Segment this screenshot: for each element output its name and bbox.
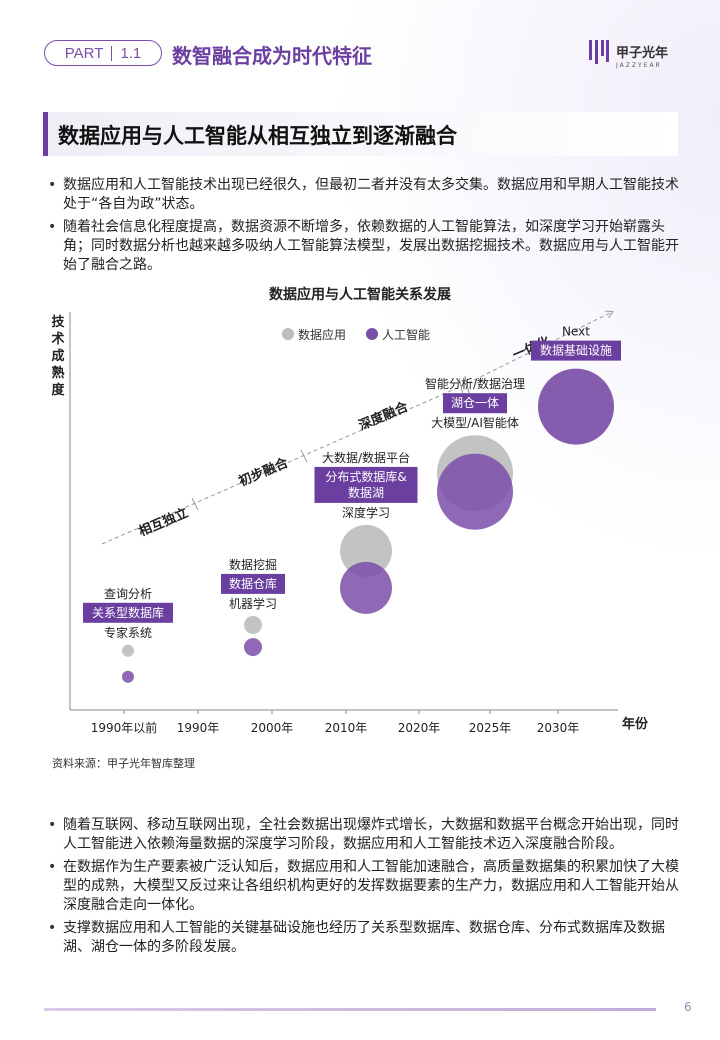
source-note: 资料来源：甲子光年智库整理 — [52, 757, 195, 770]
relationship-chart: 技术成熟度 年份 数据应用 人工智能 相互独立初步融合深度融合一体化 1990年… — [50, 300, 649, 735]
legend-marker-data-app — [282, 328, 294, 340]
section-accent-bar — [43, 112, 48, 156]
x-tick-label: 2000年 — [251, 721, 294, 735]
point-top-label: 查询分析 — [104, 587, 152, 601]
brand-mark-icon — [589, 40, 609, 64]
point-box — [314, 466, 418, 503]
part-number: 1.1 — [120, 44, 142, 62]
footer-divider — [44, 1008, 656, 1011]
point-bottom-label: 大模型/AI智能体 — [431, 415, 519, 430]
point-box-label: 数据湖 — [348, 485, 384, 500]
merged-point — [538, 368, 614, 445]
intro-bullet: 随着社会信息化程度提高，数据资源不断增多，依赖数据的人工智能算法，如深度学习开始… — [48, 218, 688, 275]
x-tick-label: 1990年 — [177, 721, 220, 735]
point-top-label: 数据挖掘 — [229, 557, 277, 572]
point-bottom-label: 深度学习 — [342, 505, 390, 520]
legend-label-ai: 人工智能 — [382, 327, 430, 342]
point-box-label: 数据基础设施 — [540, 343, 612, 358]
x-tick-label: 2025年 — [469, 721, 512, 735]
page-number: 6 — [684, 1000, 692, 1014]
intro-bullet: 数据应用和人工智能技术出现已经很久，但最初二者并没有太多交集。数据应用和早期人工… — [48, 176, 688, 214]
point-bottom-label: 机器学习 — [229, 596, 277, 611]
point-box-label: 湖仓一体 — [451, 395, 499, 410]
point-bottom-label: 专家系统 — [104, 625, 152, 640]
stage-label: 深度融合 — [356, 398, 411, 433]
ai-point — [122, 670, 134, 683]
section-title-box — [48, 112, 678, 156]
outro-bullet: 支撑数据应用和人工智能的关键基础设施也经历了关系型数据库、数据仓库、分布式数据库… — [48, 919, 688, 957]
legend-label-data-app: 数据应用 — [298, 327, 346, 342]
ai-point — [340, 561, 392, 614]
point-box-label: 关系型数据库 — [92, 605, 164, 620]
x-tick-label: 2030年 — [537, 721, 580, 735]
x-tick-label: 1990年以前 — [91, 720, 158, 735]
brand-subtitle: JAZZYEAR — [616, 62, 662, 69]
svg-text:技术成熟度: 技术成熟度 — [50, 314, 65, 398]
point-box-label: 分布式数据库& — [325, 469, 406, 484]
ai-point — [437, 453, 513, 530]
stage-label: 初步融合 — [236, 454, 291, 489]
stage-label: 相互独立 — [136, 505, 190, 540]
x-tick-label: 2010年 — [325, 721, 368, 735]
point-top-label: 智能分析/数据治理 — [425, 376, 525, 391]
brand-logo: 甲子光年 — [588, 38, 668, 64]
point-box — [531, 340, 621, 361]
point-top-label: 大数据/数据平台 — [322, 450, 410, 465]
brand-name: 甲子光年 — [616, 45, 669, 61]
point-box — [443, 393, 507, 414]
x-axis-label: 年份 — [622, 716, 649, 732]
data-app-point — [244, 615, 262, 634]
chart-title: 数据应用与人工智能关系发展 — [269, 287, 451, 303]
y-axis-label: 技术成熟度 — [50, 314, 65, 398]
outro-bullet-list: 随着互联网、移动互联网出现，全社会数据出现爆炸式增长，大数据和数据平台概念开始出… — [48, 816, 688, 961]
legend-marker-ai — [366, 328, 378, 340]
page-header-title: 数智融合成为时代特征 — [172, 44, 372, 68]
x-tick-label: 2020年 — [398, 721, 441, 735]
part-badge: PART 1.1 — [44, 40, 162, 66]
point-box-label: 数据仓库 — [229, 576, 277, 591]
part-label: PART — [64, 44, 104, 62]
section-title: 数据应用与人工智能从相互独立到逐渐融合 — [58, 124, 457, 148]
ai-point — [244, 638, 262, 657]
data-app-point — [122, 644, 134, 657]
outro-bullet: 在数据作为生产要素被广泛认知后，数据应用和人工智能加速融合，高质量数据集的积累加… — [48, 858, 688, 915]
point-box — [221, 573, 285, 594]
intro-bullet-list: 数据应用和人工智能技术出现已经很久，但最初二者并没有太多交集。数据应用和早期人工… — [48, 176, 688, 279]
point-box — [83, 602, 173, 623]
point-top-label: Next — [562, 325, 590, 339]
part-separator — [111, 45, 113, 61]
data-app-point — [340, 524, 392, 577]
outro-bullet: 随着互联网、移动互联网出现，全社会数据出现爆炸式增长，大数据和数据平台概念开始出… — [48, 816, 688, 854]
